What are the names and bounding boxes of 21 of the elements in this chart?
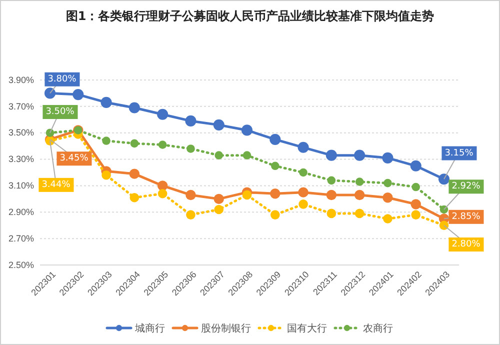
chart-title: 图1：各类银行理财子公募固收人民币产品业绩比较基准下限均值走势 bbox=[66, 9, 434, 23]
data-label: 2.92% bbox=[452, 182, 481, 192]
data-label: 3.80% bbox=[48, 74, 77, 84]
y-tick-label: 2.90% bbox=[8, 207, 34, 218]
y-tick-label: 2.50% bbox=[8, 260, 34, 270]
data-label: 2.80% bbox=[452, 240, 481, 250]
data-label: 2.85% bbox=[452, 212, 481, 222]
legend-label: 农商行 bbox=[363, 322, 393, 334]
y-tick-label: 3.30% bbox=[8, 154, 34, 164]
y-tick-label: 3.10% bbox=[8, 180, 34, 191]
data-label: 3.15% bbox=[444, 148, 474, 158]
legend-label: 国有大行 bbox=[287, 322, 327, 334]
data-label: 3.44% bbox=[42, 180, 71, 190]
y-tick-label: 2.70% bbox=[8, 233, 34, 244]
y-tick-label: 3.70% bbox=[8, 101, 34, 112]
y-tick-label: 3.90% bbox=[8, 74, 34, 85]
data-label: 3.50% bbox=[46, 107, 75, 118]
legend-label: 城商行 bbox=[134, 322, 165, 334]
legend-label: 股份制银行 bbox=[201, 322, 251, 334]
y-tick-label: 3.50% bbox=[8, 128, 34, 138]
data-label: 3.45% bbox=[60, 154, 89, 164]
